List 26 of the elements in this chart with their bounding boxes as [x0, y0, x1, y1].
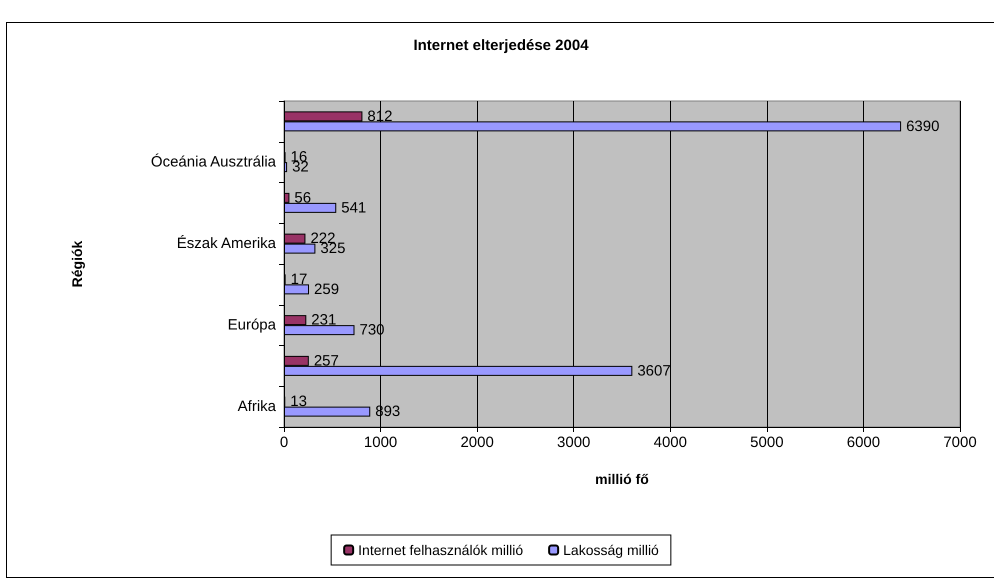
data-label: 56: [294, 189, 312, 206]
x-tick-label: 2000: [460, 434, 494, 451]
x-tick-label: 6000: [846, 434, 880, 451]
x-axis-title: millió fő: [595, 471, 649, 487]
x-tick-label: 5000: [750, 434, 784, 451]
x-tick-label: 1000: [364, 434, 398, 451]
x-tick-label: 4000: [654, 434, 687, 451]
data-label: 541: [341, 199, 366, 216]
data-label: 13: [290, 393, 307, 410]
data-label: 257: [314, 352, 339, 370]
data-label: 231: [311, 312, 336, 329]
y-axis-title: Régiók: [69, 240, 85, 288]
data-label: 6390: [906, 118, 940, 135]
data-label: 3607: [637, 362, 671, 380]
chart-title: Internet elterjedése 2004: [413, 37, 590, 54]
x-tick-label: 7000: [943, 434, 977, 451]
y-tick-label: Európa: [228, 316, 277, 334]
data-label: 17: [290, 270, 308, 288]
legend-label: Lakosság millió: [563, 542, 660, 558]
y-tick-label: Óceánia Ausztrália: [150, 152, 277, 171]
legend-label: Internet felhasználók millió: [358, 542, 524, 558]
x-tick-label: 0: [280, 434, 288, 451]
x-tick-label: 3000: [557, 434, 590, 451]
y-tick-label: Afrika: [238, 398, 277, 416]
y-tick-label: Észak Amerika: [176, 234, 277, 252]
data-label: 259: [314, 280, 340, 298]
